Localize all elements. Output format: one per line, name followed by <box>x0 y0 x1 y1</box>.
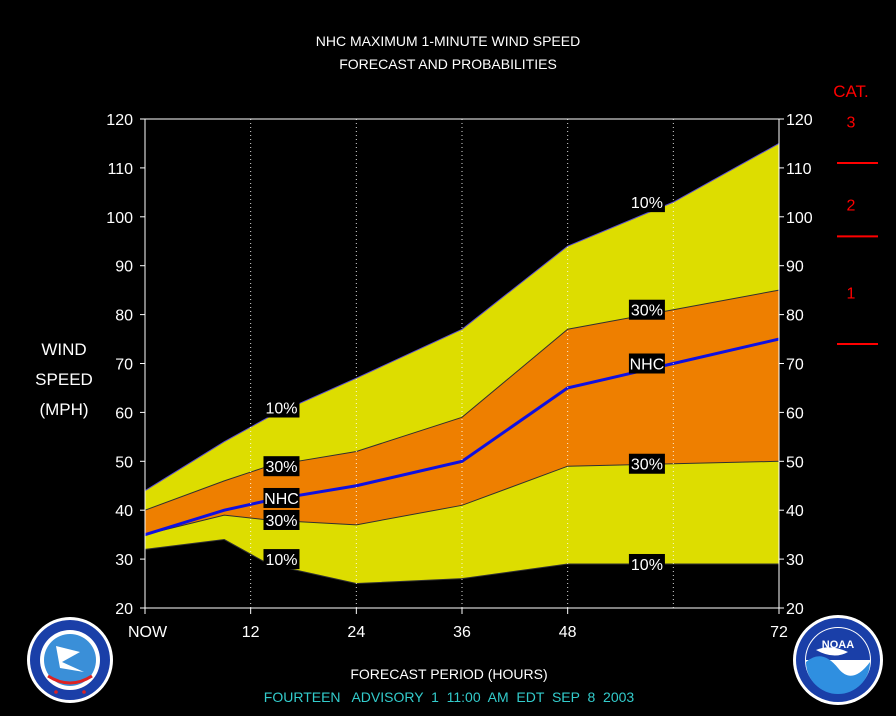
y-tick-label-left: 50 <box>115 454 133 471</box>
noaa-wordmark: NOAA <box>822 639 854 651</box>
x-tick-label: NOW <box>128 624 168 641</box>
y-tick-label-left: 30 <box>115 552 133 569</box>
y-tick-label-left: 70 <box>115 357 133 374</box>
y-tick-label-right: 70 <box>786 357 804 374</box>
noaa-logo: NOAA <box>793 615 883 705</box>
series-label-box <box>263 456 300 477</box>
y-tick-label-right: 40 <box>786 503 804 520</box>
series-label-box <box>263 549 300 570</box>
series-label-box <box>628 553 665 574</box>
y-tick-label-right: 80 <box>786 308 804 325</box>
y-tick-label-left: 20 <box>115 601 133 618</box>
y-tick-label-right: 60 <box>786 405 804 422</box>
series-label-box <box>628 453 665 474</box>
series-label: 30% <box>265 459 297 476</box>
y-tick-label-right: 110 <box>786 161 812 178</box>
series-label-box <box>628 192 665 213</box>
series-label-box <box>263 487 300 508</box>
category-label: 3 <box>847 114 856 131</box>
inner-probability-band <box>145 290 779 535</box>
advisory-line: FOURTEEN ADVISORY 1 11:00 AM EDT SEP 8 2… <box>264 689 635 705</box>
series-label-box <box>263 397 300 418</box>
y-axis-label-line-3: (MPH) <box>39 400 88 419</box>
y-tick-label-left: 100 <box>106 210 133 227</box>
x-tick-label: 72 <box>770 624 788 641</box>
series-label: 10% <box>631 195 663 212</box>
chart-title: NHC MAXIMUM 1-MINUTE WIND SPEED <box>316 33 580 49</box>
axes: 20 20 30 30 40 40 50 50 60 60 70 70 80 80 90 90 100 100 11… <box>106 112 813 641</box>
series-label: 10% <box>265 401 297 418</box>
category-label: 1 <box>847 286 856 303</box>
y-tick-label-right: 100 <box>786 210 813 227</box>
series-label-box <box>628 353 665 374</box>
x-tick-label: 36 <box>453 624 471 641</box>
y-tick-label-right: 120 <box>786 112 813 129</box>
x-tick-label: 48 <box>559 624 577 641</box>
y-tick-label-right: 30 <box>786 552 804 569</box>
series-label: NHC <box>630 357 665 374</box>
x-axis-label: FORECAST PERIOD (HOURS) <box>350 666 547 682</box>
y-tick-label-right: 90 <box>786 259 804 276</box>
series-label: 30% <box>631 457 663 474</box>
lightning-icon <box>56 646 84 672</box>
series-label-box <box>628 299 665 320</box>
y-axis-label-line-1: WIND <box>41 340 86 359</box>
plot-area <box>144 119 780 608</box>
category-scale: CAT. 3 2 1 <box>833 82 878 345</box>
y-tick-label-left: 80 <box>115 308 133 325</box>
y-tick-label-left: 120 <box>106 112 133 129</box>
y-tick-label-left: 110 <box>107 161 133 178</box>
series-label: 10% <box>631 557 663 574</box>
y-tick-label-left: 40 <box>115 503 133 520</box>
x-tick-label: 24 <box>347 624 365 641</box>
category-label: 2 <box>847 198 856 215</box>
y-tick-label-right: 20 <box>786 601 804 618</box>
series-label: 30% <box>631 303 663 320</box>
seagull-icon <box>816 647 848 656</box>
y-tick-label-left: 60 <box>115 405 133 422</box>
chart-subtitle: FORECAST AND PROBABILITIES <box>339 56 557 72</box>
y-tick-label-right: 50 <box>786 454 804 471</box>
series-label: NHC <box>264 491 299 508</box>
y-tick-label-left: 90 <box>115 259 133 276</box>
nws-logo <box>27 617 113 703</box>
series-label: 10% <box>265 552 297 569</box>
y-axis-label-line-2: SPEED <box>35 370 93 389</box>
category-title: CAT. <box>833 82 869 101</box>
series-label: 30% <box>265 513 297 530</box>
series-label-box <box>263 509 300 530</box>
series-labels: 10% 30% NHC 30% 10% 10% 30% NHC 30% 10% <box>263 192 665 574</box>
x-tick-label: 12 <box>242 624 260 641</box>
